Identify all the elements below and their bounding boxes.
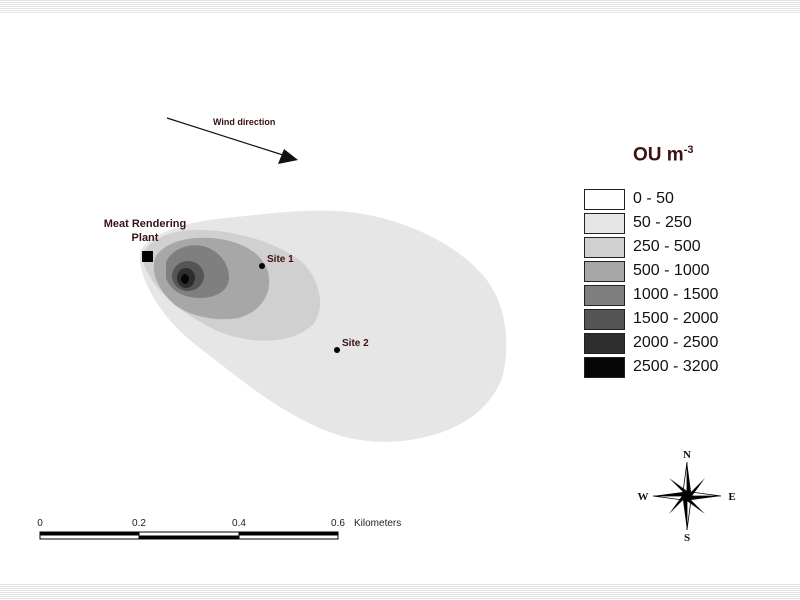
odour-plume bbox=[139, 210, 507, 442]
legend-row: 1000 - 1500 bbox=[584, 283, 718, 307]
top-decorative-band bbox=[0, 0, 800, 14]
legend-row: 0 - 50 bbox=[584, 187, 718, 211]
legend-label: 50 - 250 bbox=[633, 214, 692, 231]
legend-swatch bbox=[584, 212, 625, 234]
legend-row: 500 - 1000 bbox=[584, 259, 718, 283]
site-1-label: Site 1 bbox=[267, 254, 294, 265]
scale-tick-0: 0 bbox=[37, 518, 43, 529]
legend-swatch bbox=[584, 356, 625, 378]
scale-units-label: Kilometers bbox=[354, 518, 401, 529]
wind-direction-label: Wind direction bbox=[213, 117, 275, 127]
legend-label: 500 - 1000 bbox=[633, 262, 710, 279]
legend-label: 1000 - 1500 bbox=[633, 286, 719, 303]
scale-tick-0.4: 0.4 bbox=[232, 518, 246, 529]
bottom-decorative-band bbox=[0, 584, 800, 600]
plume-zone-2500-3200 bbox=[181, 274, 189, 284]
legend-swatch bbox=[584, 236, 625, 258]
scale-tick-0.6: 0.6 bbox=[331, 518, 345, 529]
site-2-label: Site 2 bbox=[342, 338, 369, 349]
legend-row: 1500 - 2000 bbox=[584, 307, 718, 331]
legend-label: 250 - 500 bbox=[633, 238, 701, 255]
plant-label-line1: Meat Rendering bbox=[104, 218, 187, 230]
wind-arrow bbox=[166, 117, 298, 164]
plant-marker bbox=[142, 251, 153, 262]
site-2-marker bbox=[334, 347, 340, 353]
site-1-marker bbox=[259, 263, 265, 269]
legend-row: 50 - 250 bbox=[584, 211, 718, 235]
legend-swatch bbox=[584, 308, 625, 330]
legend-swatch bbox=[584, 284, 625, 306]
legend-label: 2000 - 2500 bbox=[633, 334, 719, 351]
legend-label: 1500 - 2000 bbox=[633, 310, 719, 327]
legend-row: 2500 - 3200 bbox=[584, 355, 718, 379]
compass-east-label: E bbox=[728, 491, 735, 503]
legend-row: 250 - 500 bbox=[584, 235, 718, 259]
legend-swatch bbox=[584, 188, 625, 210]
scale-tick-0.2: 0.2 bbox=[132, 518, 146, 529]
compass-south-label: S bbox=[684, 532, 690, 544]
legend-row: 2000 - 2500 bbox=[584, 331, 718, 355]
legend-swatch bbox=[584, 332, 625, 354]
legend-label: 0 - 50 bbox=[633, 190, 674, 207]
concentration-legend: 0 - 50 50 - 250 250 - 500 500 - 1000 1000 - … bbox=[584, 187, 718, 379]
legend-title-text: OU m bbox=[633, 144, 684, 166]
plant-label-line2: Plant bbox=[132, 232, 159, 244]
legend-label: 2500 - 3200 bbox=[633, 358, 719, 375]
legend-title-exponent: -3 bbox=[683, 144, 694, 156]
scale-bar bbox=[39, 531, 339, 540]
compass-west-label: W bbox=[638, 491, 649, 503]
legend-swatch bbox=[584, 260, 625, 282]
compass-rose-icon bbox=[652, 461, 722, 531]
legend-title: OU m-3 bbox=[633, 144, 693, 166]
compass-north-label: N bbox=[683, 449, 691, 461]
